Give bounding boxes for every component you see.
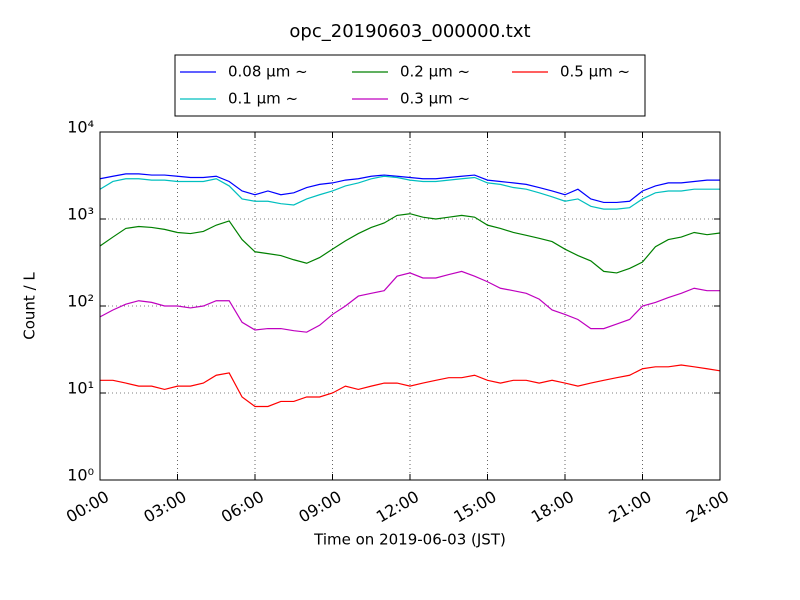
legend-label: 0.5 μm ~ [560,63,630,81]
data-line [99,173,720,204]
legend-label: 0.2 μm ~ [400,63,470,81]
y-tick-label: 10² [67,292,94,311]
y-tick-label: 10³ [67,205,94,224]
data-line [99,270,720,333]
legend-label: 0.3 μm ~ [400,90,470,108]
chart-title: opc_20190603_000000.txt [289,21,530,42]
y-axis-label: Count / L [21,272,39,340]
y-tick-label: 10⁴ [67,118,94,137]
legend-label: 0.1 μm ~ [228,90,298,108]
x-axis-label: Time on 2019-06-03 (JST) [313,531,506,549]
legend-box [174,54,646,117]
data-line [100,364,721,408]
legend-label: 0.08 μm ~ [228,63,308,81]
data-line [99,175,720,210]
data-line [99,213,721,274]
plot-frame [99,131,721,481]
y-tick-label: 10⁰ [67,466,94,485]
y-tick-label: 10¹ [67,379,94,398]
